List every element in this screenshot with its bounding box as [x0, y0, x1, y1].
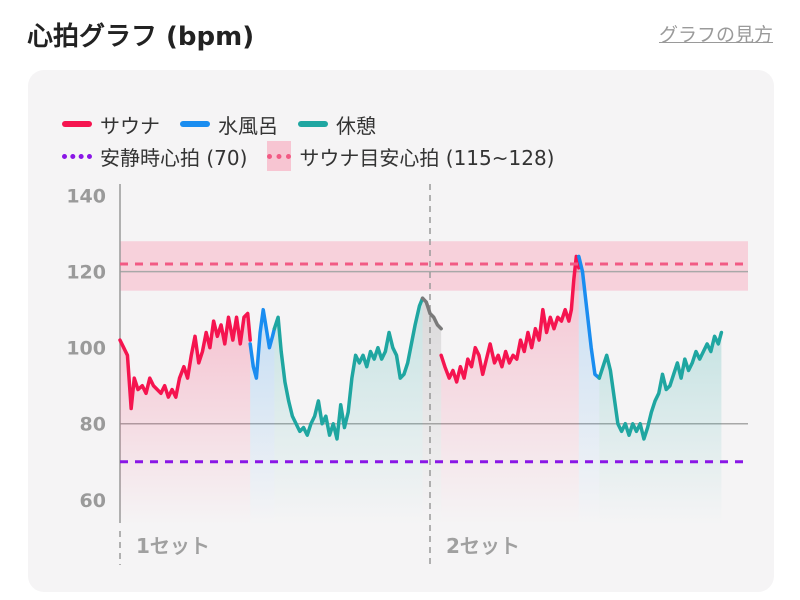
series-line-0-1 — [439, 254, 581, 384]
legend-label-sauna-target: サウナ目安心拍 (115~128) — [299, 145, 555, 170]
cold-bath-swatch — [180, 121, 210, 127]
sauna-target-band — [120, 241, 748, 291]
series-line-2-0 — [272, 296, 425, 441]
series-line-3-0 — [420, 296, 443, 331]
sauna-swatch — [62, 121, 92, 127]
set-label-1: 1セット — [136, 534, 210, 558]
series-line-0-0 — [118, 311, 252, 411]
how-to-read-graph-link[interactable]: グラフの見方 — [658, 24, 773, 46]
series-line-1-0 — [248, 307, 277, 380]
y-tick-label-60: 60 — [80, 490, 106, 512]
legend-row-phases: サウナ 水風呂 休憩 — [62, 108, 575, 140]
heart-rate-card: 60 80 100 120 140 1セット 2セット サウナ 水風呂 休憩 安静時心拍 (… — [28, 70, 774, 592]
legend-item-sauna: サウナ — [62, 110, 160, 139]
series-line-2-1 — [597, 330, 724, 441]
legend-item-rest: 休憩 — [298, 110, 376, 139]
series-area-3-0 — [422, 298, 442, 525]
page-title: 心拍グラフ (bpm) — [27, 22, 255, 52]
y-tick-label-120: 120 — [66, 262, 106, 284]
series-area-2-1 — [599, 332, 722, 525]
y-tick-label-140: 140 — [66, 186, 106, 208]
legend-row-references: 安静時心拍 (70) サウナ目安心拍 (115~128) — [62, 140, 575, 172]
legend-label-resting-hr: 安静時心拍 (70) — [100, 145, 248, 170]
resting-hr-swatch — [62, 153, 92, 159]
chart-legend: サウナ 水風呂 休憩 安静時心拍 (70) サウナ目安心拍 (115~128) — [62, 108, 575, 172]
y-tick-label-100: 100 — [66, 338, 106, 360]
legend-label-sauna: サウナ — [100, 113, 160, 138]
legend-label-rest: 休憩 — [336, 113, 376, 138]
sauna-target-swatch — [267, 141, 292, 171]
sauna-target-swatch-line — [267, 153, 292, 159]
legend-item-resting-hr: 安静時心拍 (70) — [62, 142, 247, 171]
series-area-0-1 — [441, 256, 579, 525]
set-label-2: 2セット — [446, 534, 520, 558]
y-tick-label-80: 80 — [80, 414, 106, 436]
header: 心拍グラフ (bpm) グラフの見方 — [27, 12, 773, 52]
heart-rate-chart: 60 80 100 120 140 1セット 2セット — [66, 184, 748, 565]
legend-label-cold-bath: 水風呂 — [218, 113, 278, 138]
legend-item-cold-bath: 水風呂 — [180, 110, 278, 139]
legend-item-sauna-target: サウナ目安心拍 (115~128) — [267, 141, 555, 171]
series-area-1-0 — [250, 309, 275, 525]
series-line-1-1 — [577, 254, 602, 380]
series-area-1-1 — [578, 256, 600, 525]
series-area-0-0 — [120, 313, 251, 525]
rest-swatch — [298, 121, 328, 127]
